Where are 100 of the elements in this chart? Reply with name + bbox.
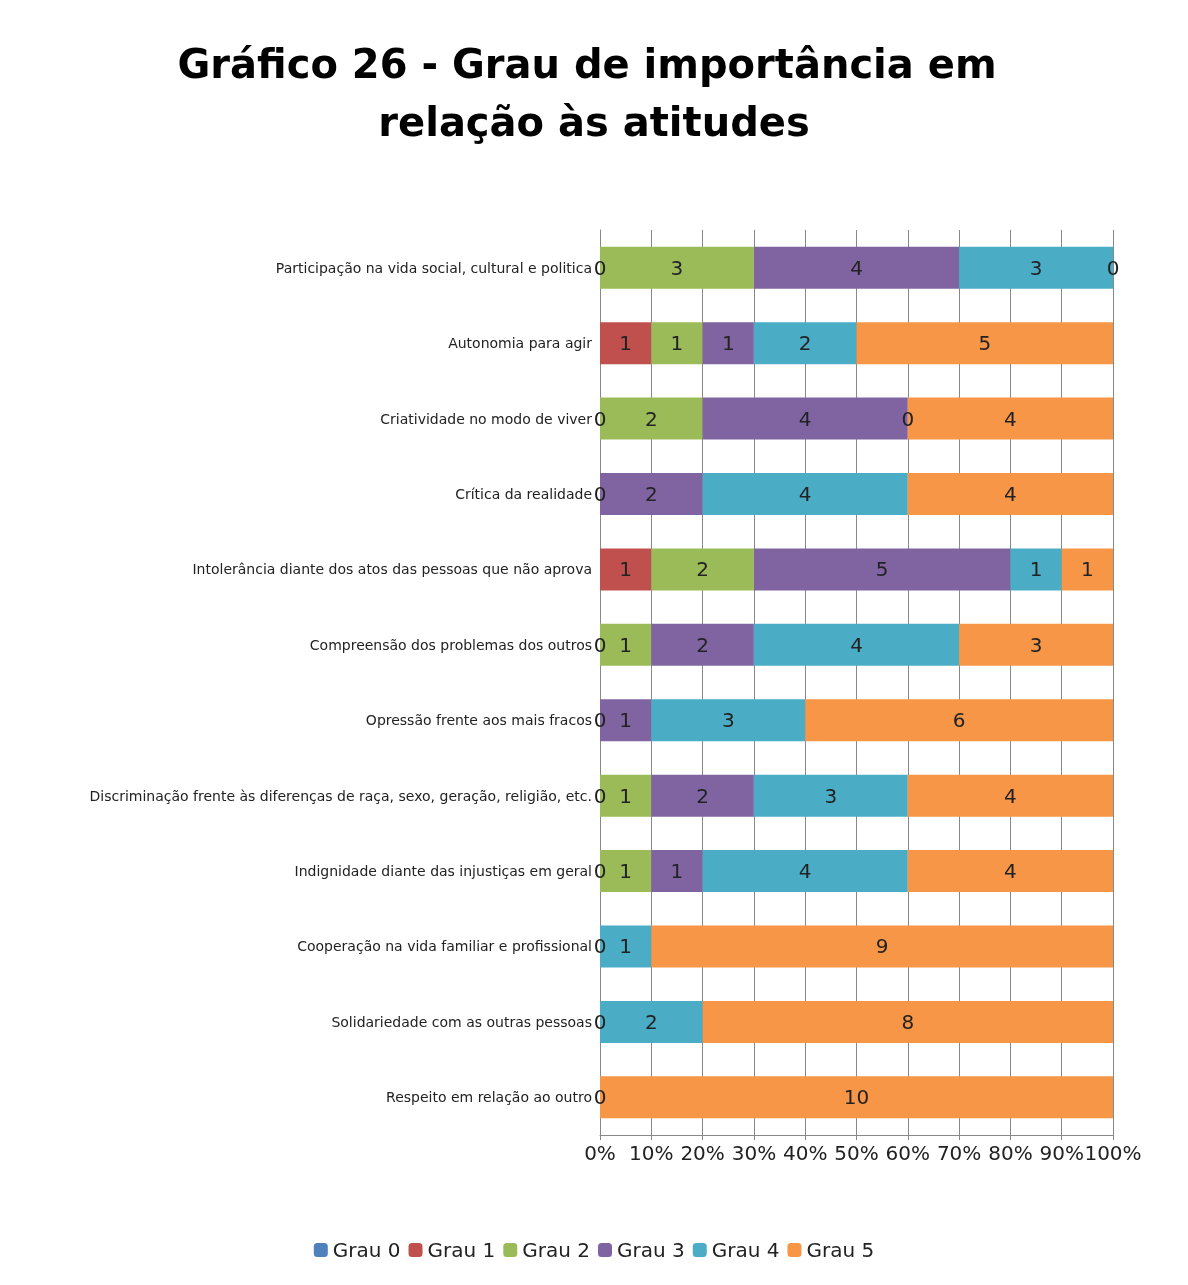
annotation: 0 (593, 255, 607, 280)
bar (907, 850, 1113, 893)
bar (600, 548, 652, 591)
annotation: 6 (952, 708, 966, 733)
annotation: 1 (619, 331, 633, 356)
annotation: 0 (593, 783, 607, 808)
bar (1061, 548, 1113, 591)
annotation: 4 (1004, 783, 1017, 808)
annotation: 1 (619, 934, 633, 959)
y-tick-label: Solidariedade com as outras pessoas (331, 1013, 592, 1030)
bar (753, 623, 960, 666)
legend-label: Grau 5 (806, 1238, 875, 1262)
bar (805, 699, 1113, 742)
x-tick-label: 100% (1084, 1141, 1142, 1165)
annotation: 1 (670, 859, 684, 884)
x-tick-label: 40% (782, 1141, 828, 1165)
y-tick-label: Respeito em relação ao outro (386, 1089, 592, 1106)
y-tick-label: Cooperação na vida familiar e profissional (297, 938, 592, 955)
chart-title: Gráfico 26 - Grau de importância em relação às atitudes (177, 41, 1011, 145)
annotation: 2 (644, 481, 658, 506)
bar (907, 472, 1113, 515)
x-tick-label: 90% (1039, 1141, 1084, 1165)
y-tick-label: Crítica da realidade (455, 485, 592, 502)
annotation: 0 (593, 481, 607, 506)
y-tick-label: Intolerância diante dos atos das pessoas que não aprova (192, 561, 592, 578)
annotation: 0 (593, 934, 607, 959)
annotation: 4 (798, 481, 812, 506)
annotation: 3 (824, 783, 838, 808)
annotation: 2 (696, 783, 709, 808)
bar (753, 246, 960, 289)
annotation: 4 (850, 632, 863, 657)
annotation: 0 (593, 708, 607, 733)
y-tick-label: Compreensão dos problemas dos outros (309, 636, 592, 653)
annotation: 2 (696, 557, 709, 582)
x-tick-label: 0% (584, 1141, 616, 1165)
annotation: 4 (798, 859, 812, 884)
bar (651, 548, 754, 591)
annotation: 8 (901, 1009, 915, 1034)
annotation: 3 (721, 708, 735, 733)
bar (651, 322, 703, 365)
annotation: 0 (901, 406, 915, 431)
bar (651, 623, 754, 666)
annotation: 0 (593, 632, 607, 657)
annotation: 3 (1029, 632, 1043, 657)
y-tick-label: Participação na vida social, cultural e politica (275, 259, 592, 276)
annotation: 1 (619, 859, 633, 884)
annotation: 0 (593, 1009, 607, 1034)
y-tick-label: Opressão frente aos mais fracos (365, 712, 592, 729)
legend-label: Grau 1 (427, 1238, 496, 1262)
annotation: 0 (593, 406, 607, 431)
bar (753, 322, 857, 365)
annotation: 2 (798, 331, 812, 356)
annotation: 1 (619, 783, 633, 808)
bar (600, 322, 652, 365)
bar (651, 925, 1113, 968)
annotation: 0 (593, 859, 607, 884)
annotation: 4 (1004, 481, 1017, 506)
annotation: 1 (619, 708, 633, 733)
annotation: 5 (875, 557, 889, 582)
annotation: 1 (721, 331, 735, 356)
y-tick-label: Indignidade diante das injustiças em geral (294, 863, 592, 880)
annotation: 4 (1004, 859, 1017, 884)
annotation: 1 (1080, 557, 1094, 582)
annotation: 10 (843, 1085, 870, 1110)
bar (856, 322, 1113, 365)
legend-label: Grau 3 (617, 1238, 685, 1262)
annotation: 3 (670, 255, 684, 280)
annotation: 4 (1004, 406, 1017, 431)
annotation: 2 (644, 406, 658, 431)
annotation: 2 (644, 1009, 658, 1034)
legend-label: Grau 4 (711, 1238, 780, 1262)
x-tick-label: 70% (936, 1141, 982, 1165)
x-tick-label: 50% (834, 1141, 879, 1165)
annotation: 1 (1029, 557, 1043, 582)
legend-label: Grau 2 (522, 1238, 590, 1262)
bar (702, 322, 754, 365)
bar (702, 850, 908, 893)
y-tick-label: Autonomia para agir (448, 335, 593, 352)
bar (651, 774, 754, 817)
bar (907, 774, 1113, 817)
x-tick-label: 80% (988, 1141, 1033, 1165)
bar (702, 472, 908, 515)
bar (702, 1000, 1113, 1043)
annotation: 3 (1029, 255, 1043, 280)
annotation: 1 (619, 632, 633, 657)
y-tick-label: Discriminação frente às diferenças de raça, sexo, geração, religião, etc. (89, 787, 592, 804)
bar (651, 699, 806, 742)
bar (753, 548, 1011, 591)
x-tick-label: 20% (680, 1141, 725, 1165)
bar (651, 850, 703, 893)
annotation: 1 (670, 331, 684, 356)
bar (1010, 548, 1062, 591)
annotation: 0 (593, 1085, 607, 1110)
annotation: 2 (696, 632, 709, 657)
annotation: 4 (798, 406, 812, 431)
y-tick-label: Criatividade no modo de viver (380, 410, 593, 427)
annotation: 1 (619, 557, 633, 582)
bar (753, 774, 908, 817)
bar (959, 623, 1113, 666)
x-tick-label: 60% (885, 1141, 931, 1165)
